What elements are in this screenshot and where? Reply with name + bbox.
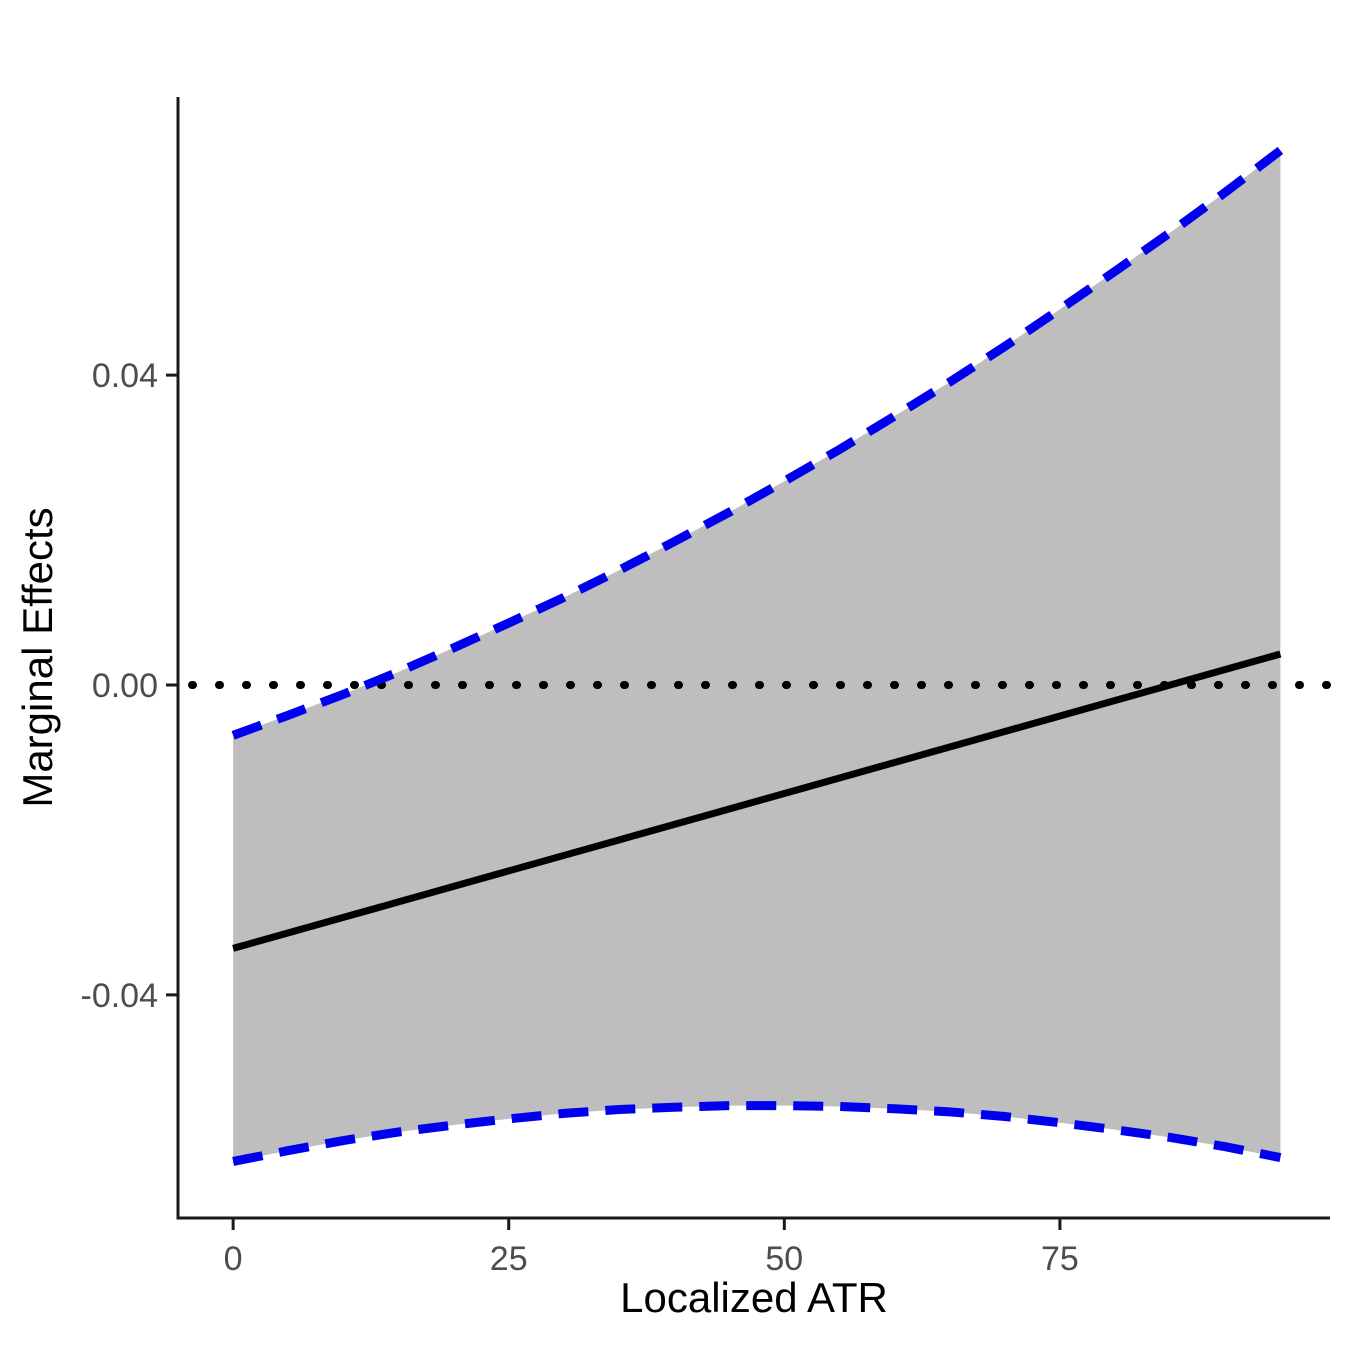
- marginal-effect-line: [232, 650, 1282, 952]
- x-tick-label: 25: [490, 1240, 528, 1278]
- y-axis-title: Marginal Effects: [14, 507, 61, 807]
- y-tick-label: 0.04: [92, 357, 158, 395]
- lower-ci-line: [232, 1101, 1282, 1166]
- x-tick-label: 0: [224, 1240, 243, 1278]
- x-tick-label: 75: [1041, 1240, 1079, 1278]
- x-tick-label: 50: [765, 1240, 803, 1278]
- confidence-band: [233, 150, 1281, 1162]
- y-tick-label: 0.00: [92, 667, 158, 705]
- x-axis-title: Localized ATR: [620, 1274, 888, 1321]
- upper-ci-line: [231, 146, 1284, 740]
- y-tick-label: -0.04: [81, 977, 159, 1015]
